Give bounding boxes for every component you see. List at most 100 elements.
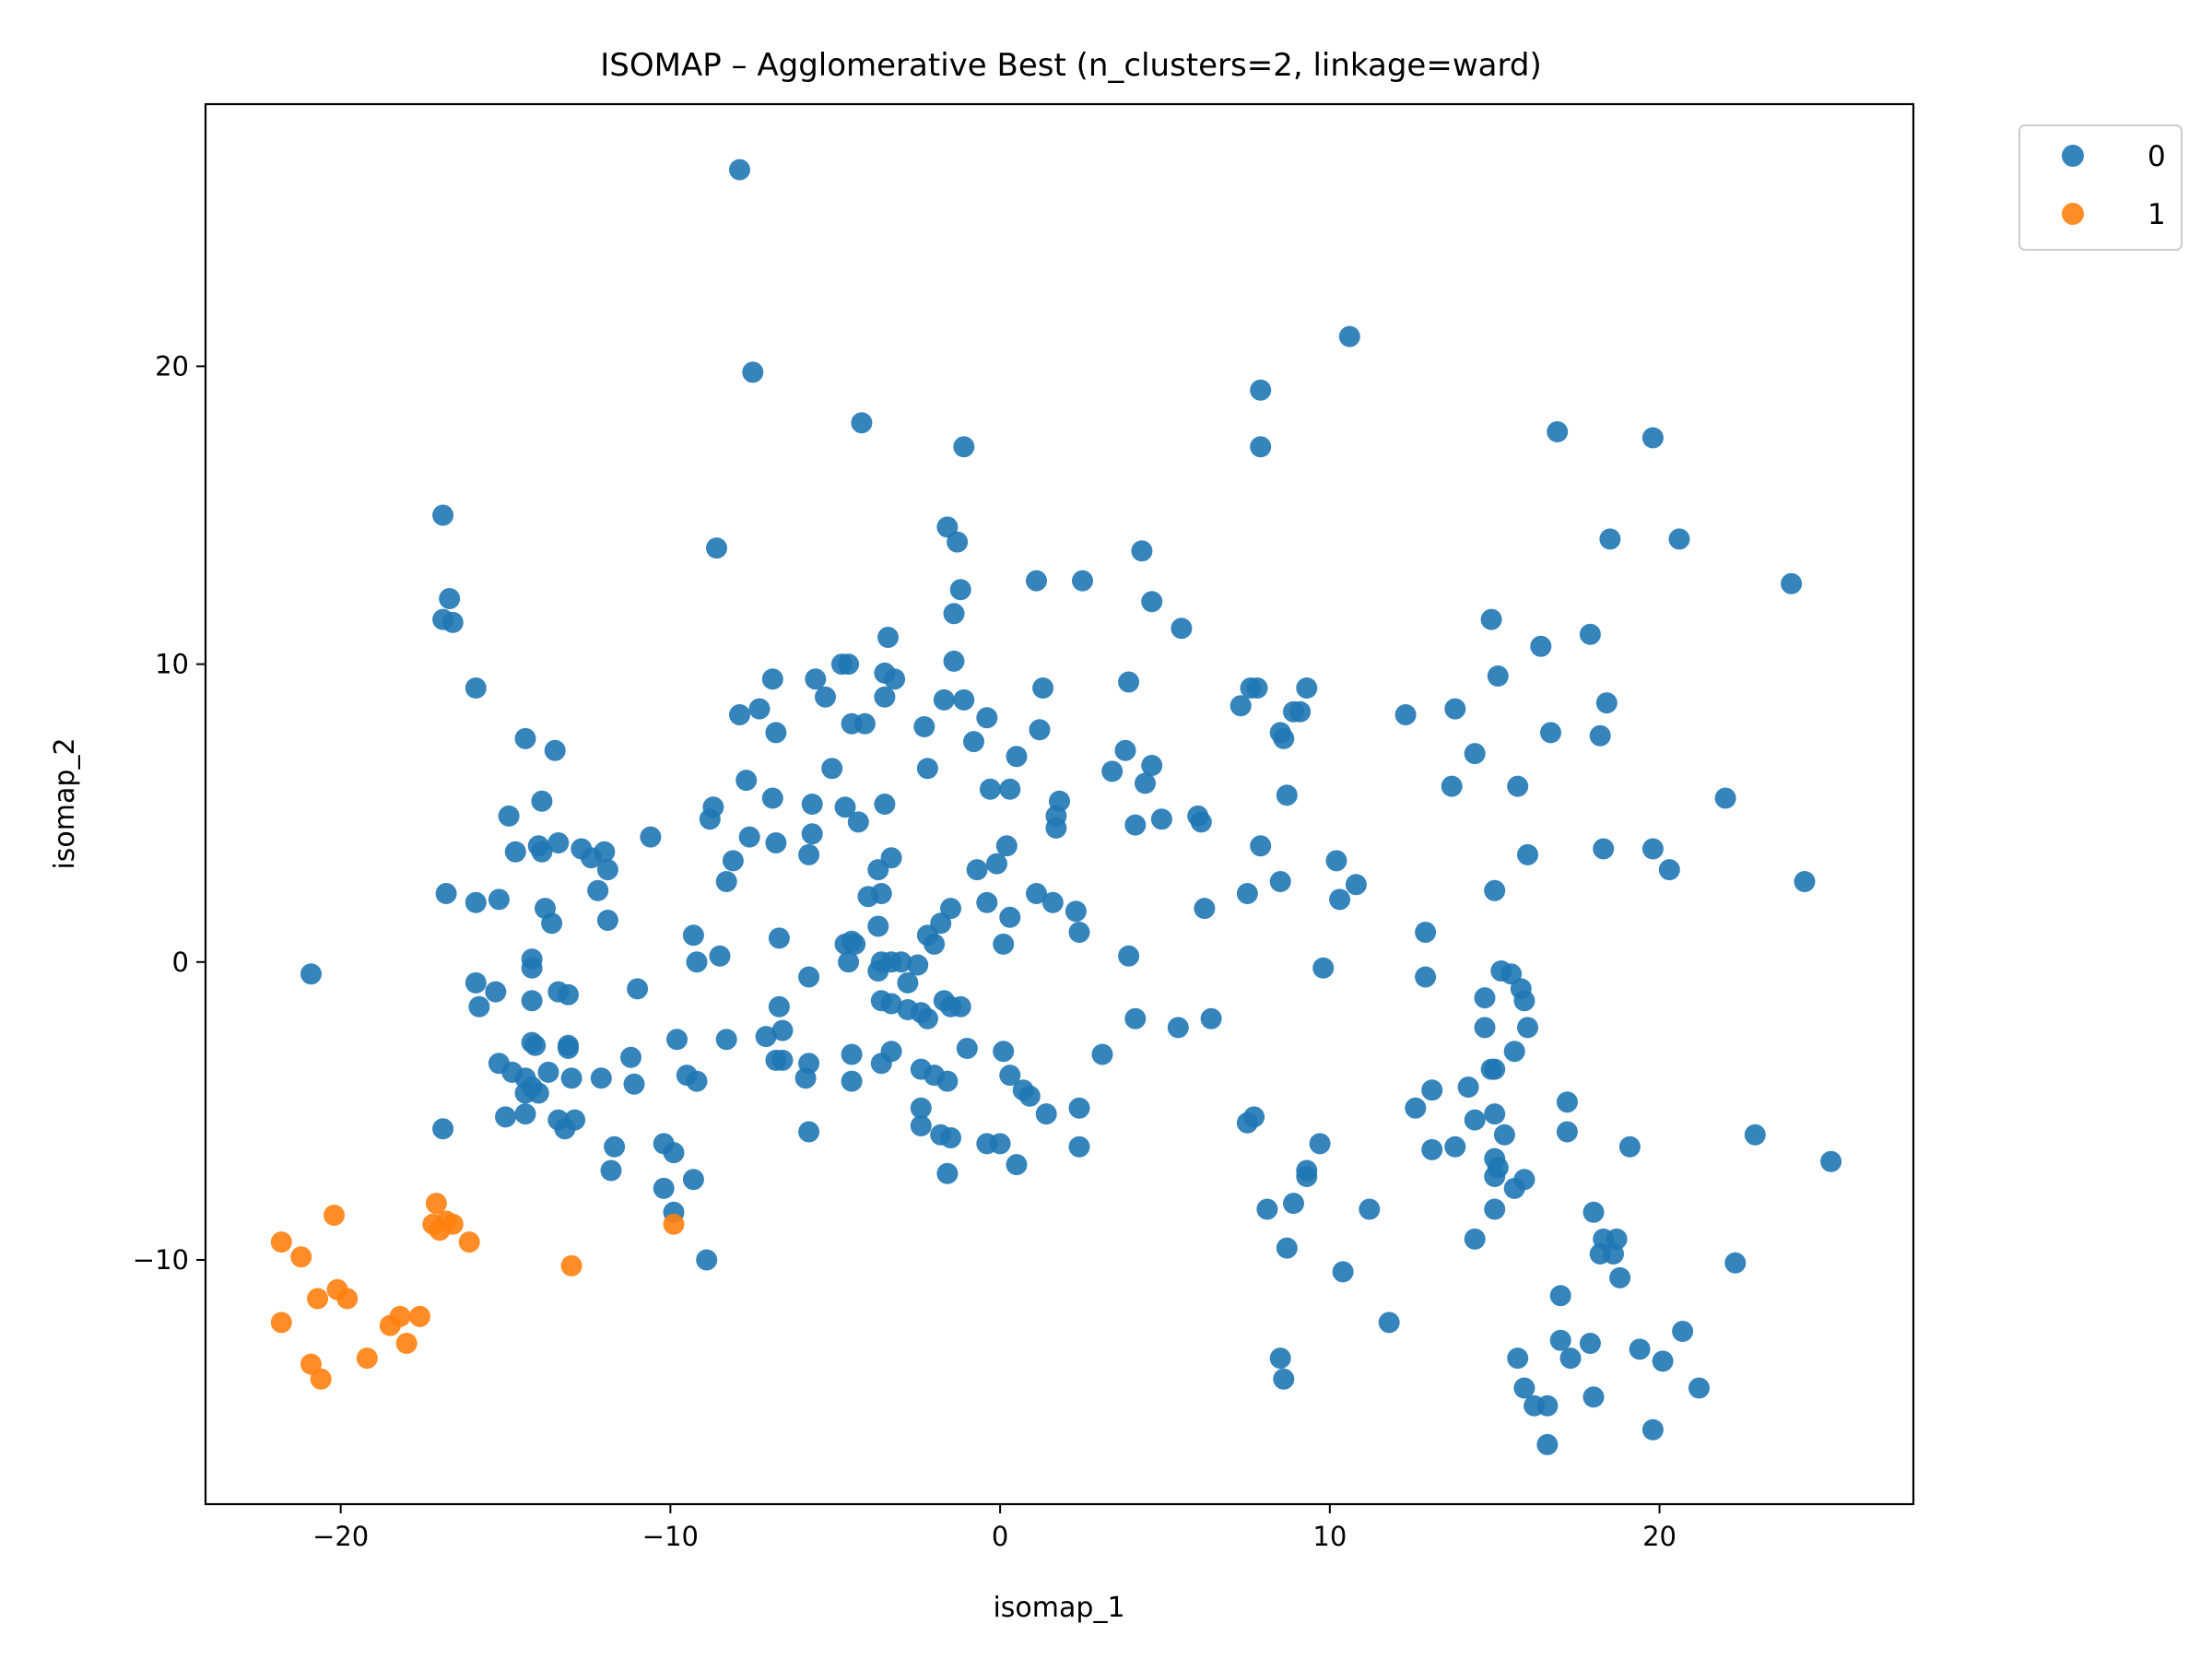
scatter-point-series-0-109 xyxy=(485,981,507,1003)
scatter-point-series-0-242 xyxy=(1415,922,1437,943)
scatter-point-series-0-5 xyxy=(706,537,727,559)
scatter-point-series-0-49 xyxy=(834,796,856,818)
scatter-point-series-0-273 xyxy=(1276,1237,1298,1259)
scatter-point-series-0-108 xyxy=(465,971,487,994)
scatter-point-series-0-169 xyxy=(794,1067,817,1089)
x-tick-label: 10 xyxy=(1312,1521,1347,1552)
scatter-point-series-0-218 xyxy=(1289,700,1312,723)
scatter-point-series-0-279 xyxy=(1378,1312,1400,1334)
scatter-point-series-0-40 xyxy=(544,739,566,761)
scatter-point-series-0-322 xyxy=(300,963,322,985)
scatter-point-series-0-181 xyxy=(1018,1085,1041,1107)
scatter-point-series-0-158 xyxy=(432,1118,454,1140)
scatter-point-series-1-8 xyxy=(458,1231,480,1253)
scatter-point-series-0-229 xyxy=(1250,379,1272,401)
scatter-point-series-0-283 xyxy=(1589,724,1611,747)
scatter-point-series-0-14 xyxy=(465,677,487,699)
scatter-point-series-0-302 xyxy=(1606,1228,1628,1250)
scatter-point-series-0-170 xyxy=(841,1043,863,1065)
scatter-point-series-0-46 xyxy=(761,787,783,809)
scatter-point-series-0-64 xyxy=(594,841,616,863)
scatter-point-series-0-89 xyxy=(999,906,1021,928)
scatter-point-series-0-35 xyxy=(1029,719,1051,741)
scatter-point-series-0-312 xyxy=(1536,1433,1559,1455)
scatter-point-series-0-186 xyxy=(910,1115,932,1136)
scatter-point-series-0-176 xyxy=(936,1070,959,1092)
scatter-point-series-0-61 xyxy=(547,832,570,853)
scatter-point-series-0-133 xyxy=(755,1026,777,1048)
scatter-point-series-0-52 xyxy=(916,758,938,780)
scatter-point-series-0-197 xyxy=(1167,1017,1189,1039)
scatter-point-series-0-278 xyxy=(1332,1261,1354,1283)
scatter-point-series-0-139 xyxy=(558,1038,579,1059)
scatter-point-series-0-107 xyxy=(521,957,543,979)
scatter-point-series-0-60 xyxy=(531,841,553,863)
scatter-point-series-0-249 xyxy=(1474,1017,1496,1039)
scatter-point-series-0-31 xyxy=(853,712,876,735)
scatter-point-series-0-177 xyxy=(956,1038,978,1059)
scatter-point-series-0-28 xyxy=(976,707,998,729)
scatter-point-series-0-16 xyxy=(805,668,827,690)
scatter-point-series-0-212 xyxy=(1230,695,1252,717)
x-axis-label: isomap_1 xyxy=(993,1592,1124,1624)
scatter-point-series-0-163 xyxy=(653,1177,675,1199)
scatter-point-series-0-105 xyxy=(993,933,1015,955)
scatter-point-series-0-12 xyxy=(943,603,965,625)
scatter-point-series-0-146 xyxy=(514,1082,536,1104)
scatter-point-series-0-99 xyxy=(682,924,704,947)
scatter-point-series-0-18 xyxy=(838,653,860,676)
scatter-point-series-0-184 xyxy=(1091,1043,1113,1065)
scatter-point-series-0-3 xyxy=(953,436,975,458)
scatter-point-series-0-8 xyxy=(439,588,461,609)
scatter-point-series-0-1 xyxy=(742,361,764,383)
y-tick-label: 20 xyxy=(155,350,189,382)
scatter-point-series-1-12 xyxy=(307,1288,329,1310)
scatter-point-series-0-34 xyxy=(1006,746,1028,768)
scatter-point-series-1-14 xyxy=(336,1288,359,1310)
scatter-point-series-0-270 xyxy=(1243,1106,1265,1128)
legend: 01 xyxy=(2018,124,2183,251)
legend-marker-0 xyxy=(2062,145,2084,167)
scatter-point-series-0-4 xyxy=(432,504,454,526)
scatter-point-series-0-317 xyxy=(1688,1377,1710,1399)
scatter-point-series-0-45 xyxy=(735,770,758,792)
scatter-point-series-0-110 xyxy=(468,995,490,1018)
scatter-point-series-1-11 xyxy=(270,1312,292,1334)
scatter-point-series-0-276 xyxy=(1309,1133,1331,1155)
scatter-point-series-0-191 xyxy=(1006,1154,1028,1176)
scatter-point-series-0-211 xyxy=(1171,618,1193,640)
scatter-point-series-0-66 xyxy=(640,826,662,848)
scatter-point-series-0-254 xyxy=(1405,1097,1427,1119)
scatter-point-series-0-209 xyxy=(1131,540,1153,562)
scatter-point-series-0-233 xyxy=(1464,743,1486,765)
scatter-point-series-0-228 xyxy=(1250,436,1272,458)
scatter-point-series-0-0 xyxy=(729,159,750,181)
scatter-point-series-0-313 xyxy=(1583,1386,1605,1408)
scatter-point-series-0-69 xyxy=(765,832,787,853)
scatter-point-series-0-159 xyxy=(604,1135,626,1158)
scatter-point-series-0-115 xyxy=(838,951,860,973)
scatter-point-series-0-192 xyxy=(936,1162,959,1184)
x-axis-ticks: −20 −10 0 10 20 xyxy=(312,1504,1677,1552)
scatter-point-series-0-114 xyxy=(627,978,649,1000)
scatter-point-series-0-259 xyxy=(1493,1124,1515,1146)
scatter-point-series-0-264 xyxy=(1484,1166,1506,1187)
scatter-point-series-0-221 xyxy=(1250,835,1272,857)
scatter-point-series-0-131 xyxy=(768,995,790,1018)
scatter-point-series-0-42 xyxy=(531,790,553,812)
scatter-point-series-0-91 xyxy=(1041,891,1064,913)
scatter-point-series-0-76 xyxy=(986,853,1007,875)
scatter-point-series-1-20 xyxy=(300,1353,322,1375)
scatter-point-series-0-157 xyxy=(564,1109,586,1131)
scatter-point-series-0-41 xyxy=(498,805,520,827)
scatter-point-series-0-275 xyxy=(1296,1166,1318,1187)
scatter-point-series-0-237 xyxy=(1530,635,1552,657)
scatter-point-series-1-17 xyxy=(409,1305,430,1327)
scatter-point-series-0-291 xyxy=(1599,528,1621,550)
scatter-point-series-0-257 xyxy=(1484,1103,1506,1125)
scatter-point-series-0-173 xyxy=(880,1041,902,1063)
scatter-point-series-0-88 xyxy=(940,898,961,920)
scatter-point-series-0-288 xyxy=(1714,787,1736,809)
scatter-point-series-0-20 xyxy=(884,668,906,690)
